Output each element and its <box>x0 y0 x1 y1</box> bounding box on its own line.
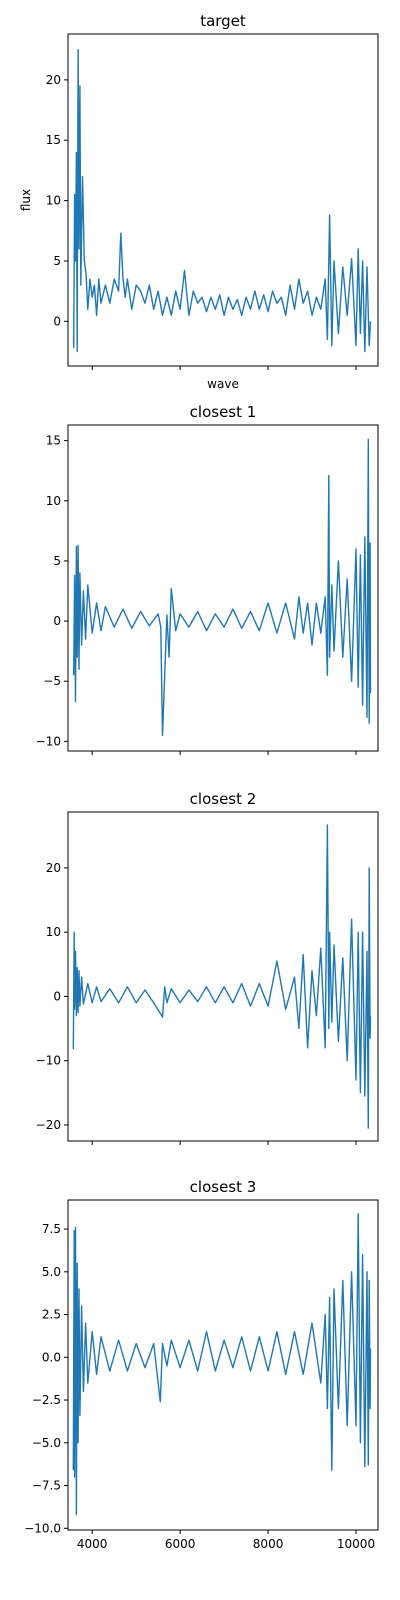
y-tick-label: 0 <box>53 989 61 1003</box>
y-tick-label: −5.0 <box>32 1436 61 1450</box>
y-tick-label: 10 <box>46 194 61 208</box>
y-tick-label: 0 <box>53 614 61 628</box>
x-tick-label: 10000 <box>337 1537 375 1551</box>
chart-title: closest 3 <box>190 1178 257 1196</box>
x-axis-label: wave <box>207 377 239 391</box>
y-tick-label: 5 <box>53 554 61 568</box>
series-line <box>72 824 372 1129</box>
series-line <box>72 1212 372 1516</box>
chart-title: closest 1 <box>190 403 257 421</box>
panel-1: target 0 5 10 15 20 wave flux <box>19 12 379 391</box>
axes-frame <box>67 33 379 367</box>
y-tick-label: −7.5 <box>32 1479 61 1493</box>
x-tick-label: 8000 <box>253 1537 284 1551</box>
chart-title: target <box>200 12 246 30</box>
y-tick-label: −10 <box>36 1054 61 1068</box>
y-tick-label: 20 <box>46 73 61 87</box>
chart-title: closest 2 <box>190 790 257 808</box>
y-tick-label: 7.5 <box>42 1222 61 1236</box>
y-axis-label: flux <box>19 189 33 211</box>
y-tick-label: 20 <box>46 861 61 875</box>
axes-frame <box>67 811 379 1142</box>
y-tick-label: 2.5 <box>42 1308 61 1322</box>
y-tick-label: 5.0 <box>42 1265 61 1279</box>
y-tick-label: −2.5 <box>32 1393 61 1407</box>
y-tick-label: 0.0 <box>42 1350 61 1364</box>
y-tick-label: 0 <box>53 314 61 328</box>
y-tick-label: 10 <box>46 494 61 508</box>
axes-frame <box>67 424 379 752</box>
y-tick-label: 15 <box>46 434 61 448</box>
y-tick-label: 15 <box>46 133 61 147</box>
y-tick-label: −10.0 <box>24 1521 61 1535</box>
series-line <box>73 49 372 353</box>
axes-frame <box>67 1199 379 1531</box>
y-tick-label: −10 <box>36 734 61 748</box>
y-tick-label: 10 <box>46 925 61 939</box>
panel-4: closest 3 −10.0 −7.5 −5.0 −2.5 0.0 2.5 5.0 7.5 40… <box>24 1178 379 1551</box>
y-tick-label: −5 <box>43 674 61 688</box>
x-tick-label: 4000 <box>77 1537 108 1551</box>
panel-3: closest 2 −20 −10 0 10 20 <box>36 790 379 1145</box>
panel-2: closest 1 −10 −5 0 5 10 15 <box>36 403 379 755</box>
series-line <box>73 438 372 737</box>
y-tick-label: 5 <box>53 254 61 268</box>
y-tick-label: −20 <box>36 1118 61 1132</box>
x-tick-label: 6000 <box>165 1537 196 1551</box>
